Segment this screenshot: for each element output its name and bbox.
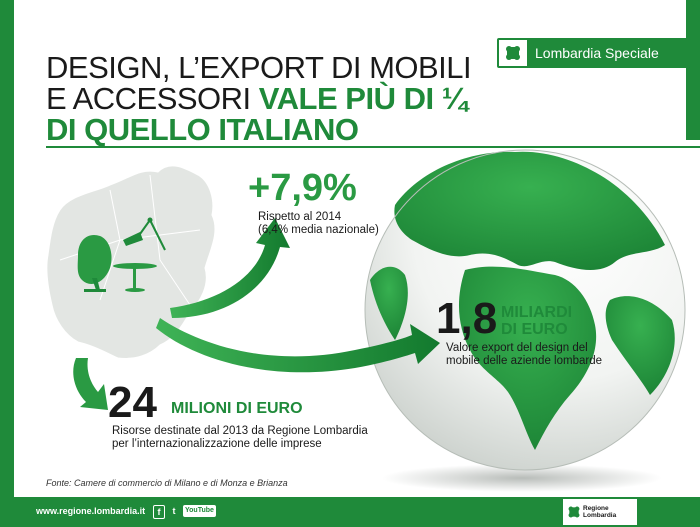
growth-note-1: Rispetto al 2014 [258, 211, 342, 223]
funds-note-1: Risorse destinate dal 2013 da Regione Lo… [112, 425, 368, 437]
twitter-icon[interactable]: t [172, 506, 176, 516]
footer-logo-text: Regione Lombardia [581, 505, 616, 519]
funds-value: 24 [108, 378, 157, 427]
lombardia-speciale-badge: Lombardia Speciale [497, 38, 691, 68]
side-table-icon [113, 263, 157, 292]
export-note-1: Valore export del design del [446, 342, 588, 354]
website-link[interactable]: www.regione.lombardia.it [36, 506, 146, 516]
footer-bar: www.regione.lombardia.it f t YouTube Reg… [0, 497, 700, 527]
egg-chair-icon [77, 234, 112, 292]
export-unit-1: MILIARDI [501, 304, 573, 321]
globe-land-africa [458, 266, 597, 450]
funds-unit: MILIONI DI EURO [171, 400, 303, 417]
lombardy-map-shape [46, 165, 216, 359]
corner-green-strip [686, 0, 700, 140]
regione-lombardia-logo: Regione Lombardia [563, 499, 637, 525]
funds-arrow [73, 358, 108, 410]
funds-note-2: per l’internazionalizzazione delle impre… [112, 438, 322, 450]
left-green-strip [0, 0, 14, 497]
globe-shadow [382, 464, 662, 492]
title-line-1: DESIGN, L’EXPORT DI MOBILI [46, 50, 472, 85]
facebook-icon[interactable]: f [153, 505, 165, 519]
footer-logo-line-2: Lombardia [583, 512, 617, 519]
page-title: DESIGN, L’EXPORT DI MOBILI E ACCESSORI V… [46, 52, 476, 145]
growth-value: +7,9% [248, 167, 357, 209]
title-line-2-highlight: VALE PIÙ DI ¼ [258, 81, 468, 116]
growth-note-2: (6,4% media nazionale) [258, 224, 379, 236]
desk-lamp-icon [123, 217, 166, 251]
export-note-2: mobile delle aziende lombarde [446, 355, 602, 367]
lombardia-cross-icon [499, 40, 527, 66]
globe-land-east [605, 296, 675, 395]
lombardia-rose-icon [568, 506, 580, 518]
title-line-2-plain: E ACCESSORI [46, 81, 259, 116]
export-value: 1,8 [436, 294, 498, 343]
export-arrow [156, 318, 440, 373]
social-links: f t YouTube [153, 505, 216, 519]
globe-land-north [394, 151, 665, 270]
youtube-icon[interactable]: YouTube [183, 505, 216, 517]
title-line-2: E ACCESSORI VALE PIÙ DI ¼ [46, 83, 476, 114]
source-note: Fonte: Camere di commercio di Milano e d… [46, 478, 288, 488]
export-unit-2: DI EURO [501, 321, 568, 338]
title-line-3: DI QUELLO ITALIANO [46, 112, 359, 147]
badge-label: Lombardia Speciale [535, 45, 659, 61]
globe-land-west [370, 266, 408, 340]
title-divider [46, 146, 700, 148]
footer-logo-line-1: Regione [583, 505, 609, 512]
growth-arrow [170, 218, 290, 318]
